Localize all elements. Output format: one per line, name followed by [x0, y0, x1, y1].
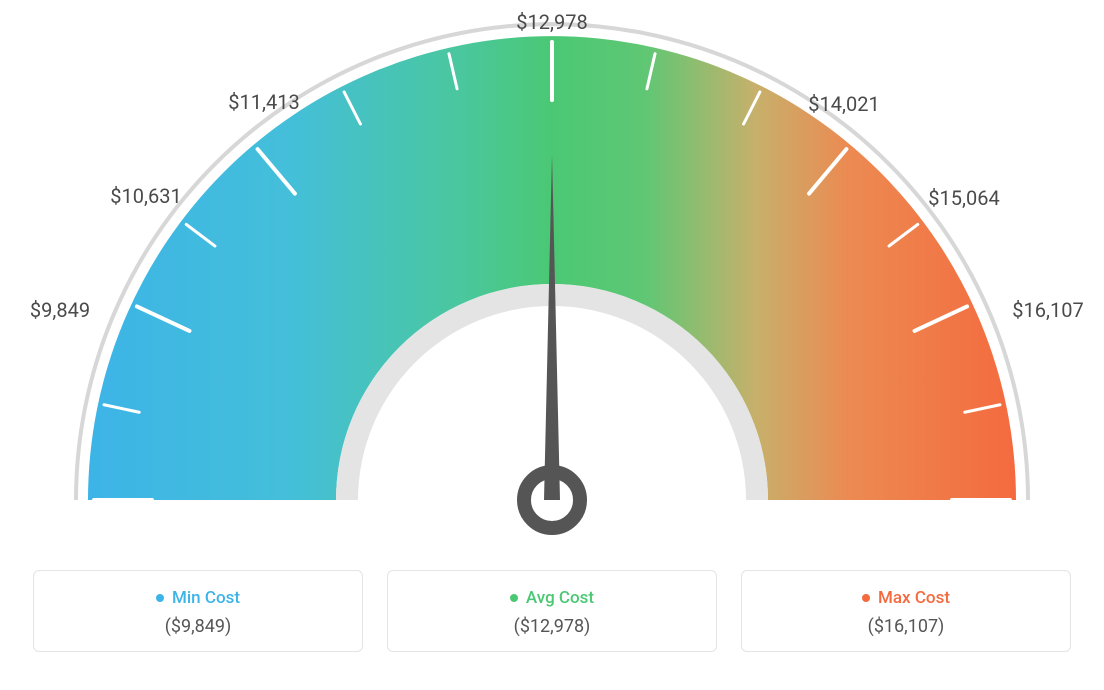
legend-title-max: Max Cost	[862, 588, 950, 608]
legend-title-text-avg: Avg Cost	[526, 588, 594, 608]
legend-title-min: Min Cost	[156, 588, 240, 608]
legend-card-max: Max Cost ($16,107)	[741, 570, 1071, 652]
legend-value-avg: ($12,978)	[398, 616, 706, 637]
gauge-svg	[0, 0, 1104, 560]
legend-row: Min Cost ($9,849) Avg Cost ($12,978) Max…	[0, 570, 1104, 652]
legend-value-max: ($16,107)	[752, 616, 1060, 637]
legend-card-min: Min Cost ($9,849)	[33, 570, 363, 652]
gauge-chart: $9,849 $10,631 $11,413 $12,978 $14,021 $15,06…	[0, 0, 1104, 560]
gauge-tick-label: $10,631	[110, 184, 181, 208]
gauge-tick-label: $16,107	[1012, 298, 1083, 322]
gauge-tick-label: $12,978	[516, 10, 587, 34]
gauge-tick-label: $11,413	[228, 90, 299, 114]
gauge-tick-label: $14,021	[808, 92, 879, 116]
legend-title-avg: Avg Cost	[510, 588, 594, 608]
legend-card-avg: Avg Cost ($12,978)	[387, 570, 717, 652]
legend-value-min: ($9,849)	[44, 616, 352, 637]
legend-dot-min	[156, 594, 164, 602]
legend-title-text-max: Max Cost	[878, 588, 950, 608]
legend-title-text-min: Min Cost	[172, 588, 240, 608]
legend-dot-avg	[510, 594, 518, 602]
legend-dot-max	[862, 594, 870, 602]
gauge-tick-label: $15,064	[928, 186, 999, 210]
gauge-tick-label: $9,849	[30, 298, 90, 322]
